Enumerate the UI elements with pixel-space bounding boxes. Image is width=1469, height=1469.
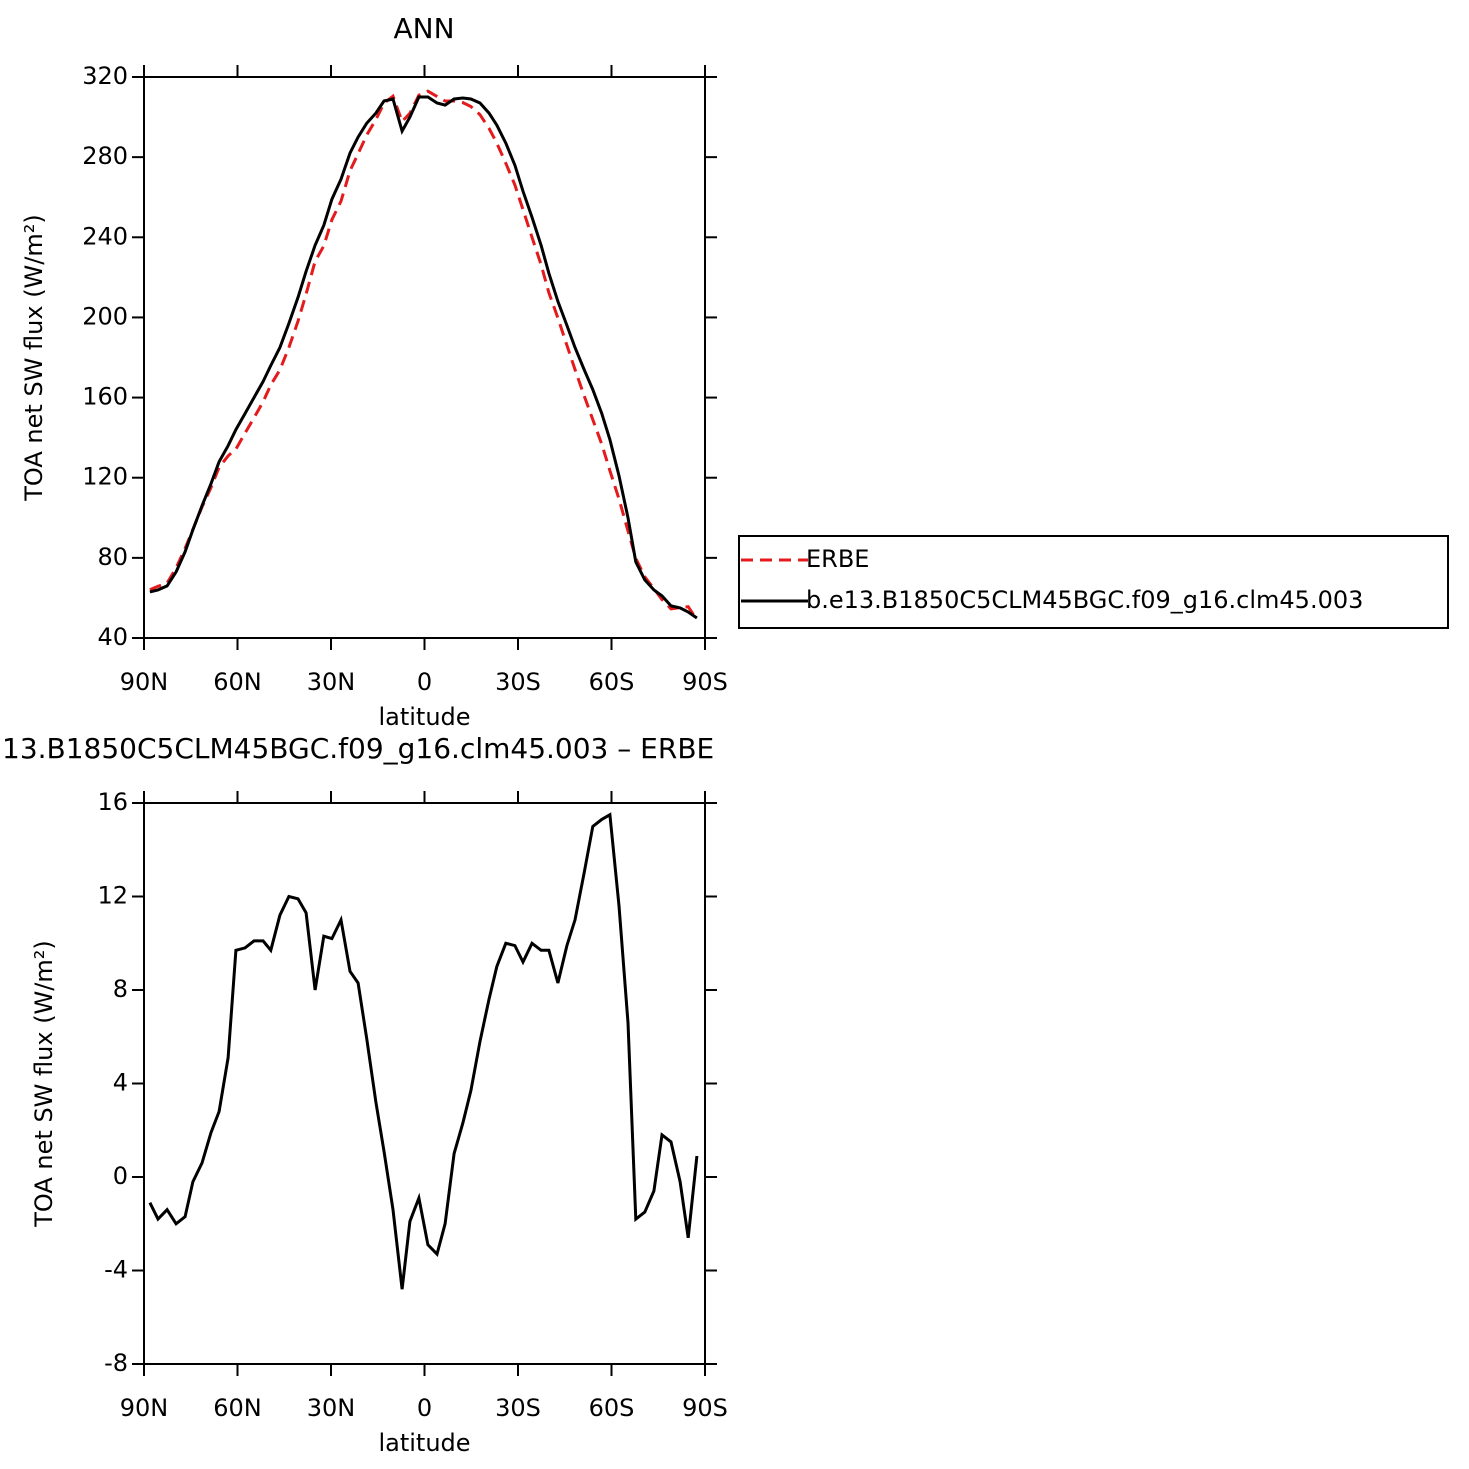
y-tick-label: 0 <box>113 1162 128 1190</box>
legend-label: ERBE <box>806 545 869 573</box>
series-line <box>149 89 699 621</box>
x-axis-label: latitude <box>378 703 470 731</box>
chart-title: 13.B1850C5CLM45BGC.f09_g16.clm45.003 – E… <box>2 732 714 765</box>
y-tick-label: 160 <box>82 383 128 411</box>
series-line <box>149 95 698 620</box>
x-tick-label: 90N <box>120 668 169 696</box>
legend: ERBE b.e13.B1850C5CLM45BGC.f09_g16.clm45.… <box>738 535 1449 629</box>
series-line <box>148 812 699 1290</box>
x-tick-label: 60S <box>589 1394 635 1422</box>
x-tick-label: 0 <box>417 668 432 696</box>
plot-frame <box>143 802 706 1365</box>
x-axis-label: latitude <box>378 1429 470 1457</box>
y-tick-label: 4 <box>113 1069 128 1097</box>
x-tick-label: 0 <box>417 1394 432 1422</box>
legend-box <box>738 535 1449 629</box>
y-tick-label: 320 <box>82 62 128 90</box>
x-tick-label: 90S <box>682 1394 728 1422</box>
y-tick-label: -8 <box>104 1349 128 1377</box>
x-tick-label: 30N <box>307 1394 356 1422</box>
y-tick-label: 120 <box>82 463 128 491</box>
y-tick-label: 12 <box>97 882 128 910</box>
x-tick-label: 30N <box>307 668 356 696</box>
x-tick-label: 30S <box>495 668 541 696</box>
y-tick-label: 40 <box>97 623 128 651</box>
y-tick-label: 240 <box>82 222 128 250</box>
y-tick-label: 8 <box>113 975 128 1003</box>
y-axis-label: TOA net SW flux (W/m²) <box>30 940 58 1228</box>
x-tick-label: 30S <box>495 1394 541 1422</box>
y-tick-label: 200 <box>82 302 128 330</box>
x-tick-label: 60S <box>589 668 635 696</box>
x-tick-label: 90N <box>120 1394 169 1422</box>
y-tick-label: 80 <box>97 543 128 571</box>
chart-title: ANN <box>393 12 454 45</box>
x-tick-label: 60N <box>213 1394 262 1422</box>
y-tick-label: 280 <box>82 142 128 170</box>
x-tick-label: 90S <box>682 668 728 696</box>
plot-frame <box>143 76 706 639</box>
y-axis-label: TOA net SW flux (W/m²) <box>20 214 48 502</box>
x-tick-label: 60N <box>213 668 262 696</box>
legend-label: b.e13.B1850C5CLM45BGC.f09_g16.clm45.003 <box>806 586 1363 614</box>
y-tick-label: -4 <box>104 1256 128 1284</box>
y-tick-label: 16 <box>97 788 128 816</box>
